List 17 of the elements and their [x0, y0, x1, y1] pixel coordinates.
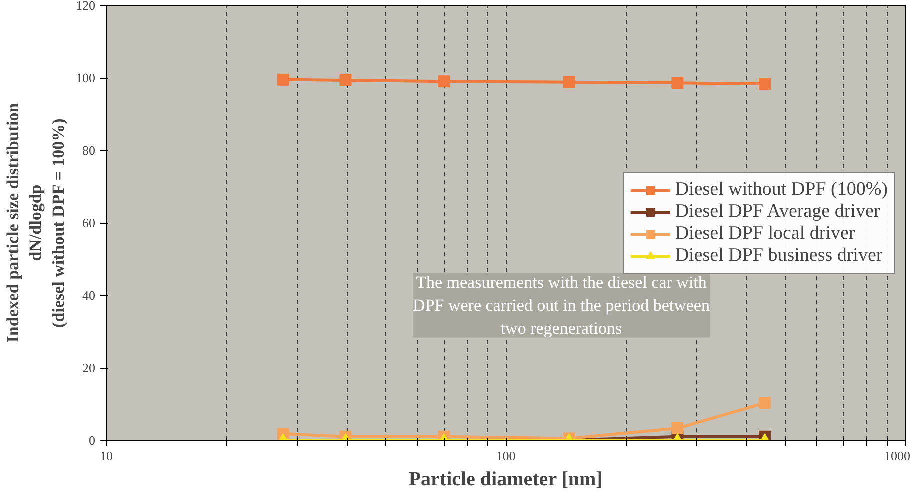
annotation: The measurements with the diesel car with DPF were carried out in the period between two regenerations — [413, 273, 710, 338]
x-tick-label: 10 — [100, 448, 113, 464]
y-axis-title: Indexed particle size distribution dN/dlogdp (diesel without DPF = 100%) — [3, 102, 68, 343]
legend-label: Diesel DPF business driver — [675, 244, 883, 266]
legend-label: Diesel DPF Average driver — [675, 200, 880, 222]
y-tick-label: 60 — [82, 216, 96, 230]
y-tick-label: 0 — [89, 433, 96, 448]
x-tick-label: 1000 — [884, 448, 910, 464]
y-tick-label: 100 — [76, 70, 96, 86]
y-tick-label: 80 — [82, 143, 96, 158]
y-tick-label: 120 — [76, 0, 96, 13]
y-tick-label: 20 — [82, 360, 96, 376]
x-tick-label: 100 — [496, 448, 516, 464]
legend-label: Diesel DPF local driver — [675, 222, 856, 244]
y-tick-label: 40 — [82, 288, 96, 303]
legend-label: Diesel without DPF (100%) — [675, 178, 888, 200]
x-axis-title: Particle diameter [nm] — [408, 468, 603, 490]
